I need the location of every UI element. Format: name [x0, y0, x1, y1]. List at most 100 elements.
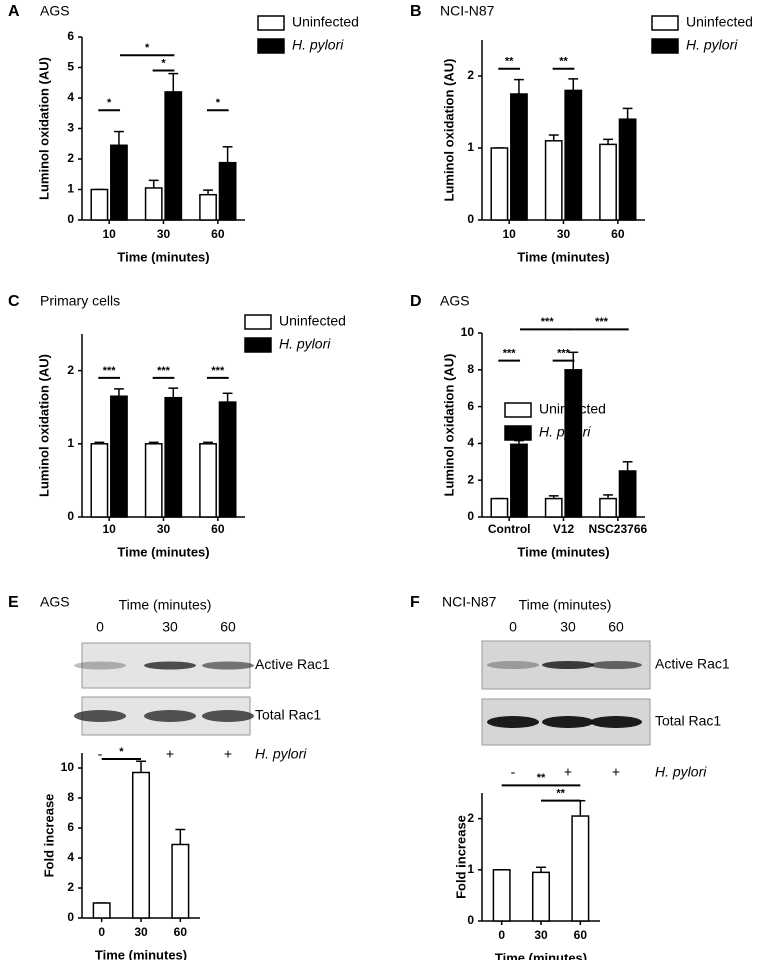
x-tick-label: 60 [211, 227, 225, 241]
legend-label: H. pylori [686, 37, 738, 53]
bar [144, 443, 163, 518]
y-axis-label: Luminol oxidation (AU) [441, 59, 456, 202]
blot-band [202, 710, 254, 722]
x-tick-label: 30 [557, 227, 571, 241]
bar [110, 395, 128, 518]
y-tick-label: 8 [467, 362, 474, 376]
lane-label: 0 [96, 619, 104, 635]
panel-label: A [8, 3, 20, 20]
blot-band [144, 710, 196, 722]
y-tick-label: 0 [67, 509, 74, 523]
x-tick-label: 30 [157, 227, 171, 241]
x-axis-label: Time (minutes) [495, 950, 587, 960]
bar [218, 161, 237, 221]
y-tick-label: 10 [61, 760, 75, 774]
bar [510, 443, 528, 518]
y-tick-label: 6 [67, 29, 74, 43]
bar [490, 147, 509, 221]
treatment-label: H. pylori [255, 746, 307, 762]
row-label: Total Rac1 [255, 707, 321, 723]
bar [164, 396, 183, 518]
bar [599, 497, 617, 518]
bar [144, 187, 163, 221]
bar [218, 401, 237, 518]
bar [90, 188, 109, 221]
bar [571, 815, 590, 922]
panel-label: F [410, 594, 420, 611]
bar [544, 497, 563, 518]
legend-swatch [504, 402, 532, 418]
significance-label: ** [537, 772, 546, 784]
bar [564, 369, 583, 518]
legend-swatch [257, 38, 285, 54]
blot-band [487, 716, 539, 728]
significance-label: *** [211, 365, 225, 377]
panel-label: B [410, 3, 422, 20]
legend-label: Uninfected [279, 313, 346, 329]
significance-label: * [161, 57, 166, 69]
bar [131, 771, 151, 919]
x-tick-label: 10 [102, 522, 116, 536]
significance-label: *** [541, 316, 555, 328]
x-tick-label: 30 [157, 522, 171, 536]
y-tick-label: 0 [467, 913, 474, 927]
significance-label: *** [595, 316, 609, 328]
row-label: Active Rac1 [255, 656, 330, 672]
x-tick-label: 10 [502, 227, 516, 241]
y-tick-label: 1 [67, 436, 74, 450]
x-axis-label: Time (minutes) [517, 249, 609, 264]
bar [110, 144, 128, 221]
significance-label: * [107, 97, 112, 109]
x-tick-label: Control [488, 522, 531, 536]
treatment-sign: + [564, 764, 572, 780]
y-tick-label: 10 [461, 325, 475, 339]
x-tick-label: NSC23766 [588, 522, 647, 536]
bar [531, 871, 551, 922]
treatment-sign: + [612, 764, 620, 780]
x-tick-label: 60 [211, 522, 225, 536]
blot-band [542, 661, 594, 669]
blot-band [74, 661, 126, 670]
panel-title: AGS [40, 3, 70, 19]
legend-swatch [257, 15, 285, 31]
bar [618, 118, 637, 221]
lane-label: 60 [220, 619, 236, 635]
legend-swatch [244, 337, 272, 353]
bar [599, 143, 617, 221]
legend-swatch [244, 314, 272, 330]
significance-label: *** [557, 348, 571, 360]
lane-label: 30 [162, 619, 178, 635]
bar [199, 193, 217, 221]
treatment-sign: - [98, 746, 103, 762]
x-axis-label: Time (minutes) [517, 544, 609, 559]
x-tick-label: 30 [134, 925, 148, 939]
x-tick-label: 60 [574, 928, 588, 942]
row-label: Active Rac1 [655, 656, 730, 672]
bar [490, 497, 509, 518]
y-tick-label: 2 [67, 363, 74, 377]
treatment-sign: + [166, 746, 174, 762]
significance-label: * [216, 97, 221, 109]
bar [618, 470, 637, 518]
legend-label: H. pylori [539, 424, 591, 440]
lane-label: 30 [560, 619, 576, 635]
panel-title: AGS [40, 594, 70, 610]
y-tick-label: 8 [67, 790, 74, 804]
significance-label: *** [503, 348, 517, 360]
y-axis-label: Luminol oxidation (AU) [36, 354, 51, 497]
y-tick-label: 1 [467, 140, 474, 154]
bar [164, 91, 183, 221]
legend-label: Uninfected [539, 401, 606, 417]
y-tick-label: 2 [67, 151, 74, 165]
blot-band [542, 716, 594, 728]
bar [544, 140, 563, 221]
bar [92, 902, 111, 919]
treatment-label: H. pylori [655, 764, 707, 780]
x-axis-label: Time (minutes) [117, 544, 209, 559]
bar [90, 443, 109, 518]
x-tick-label: 0 [98, 925, 105, 939]
x-axis-label: Time (minutes) [95, 947, 187, 960]
legend-label: H. pylori [292, 37, 344, 53]
panel-label: C [8, 293, 20, 310]
y-tick-label: 1 [467, 862, 474, 876]
